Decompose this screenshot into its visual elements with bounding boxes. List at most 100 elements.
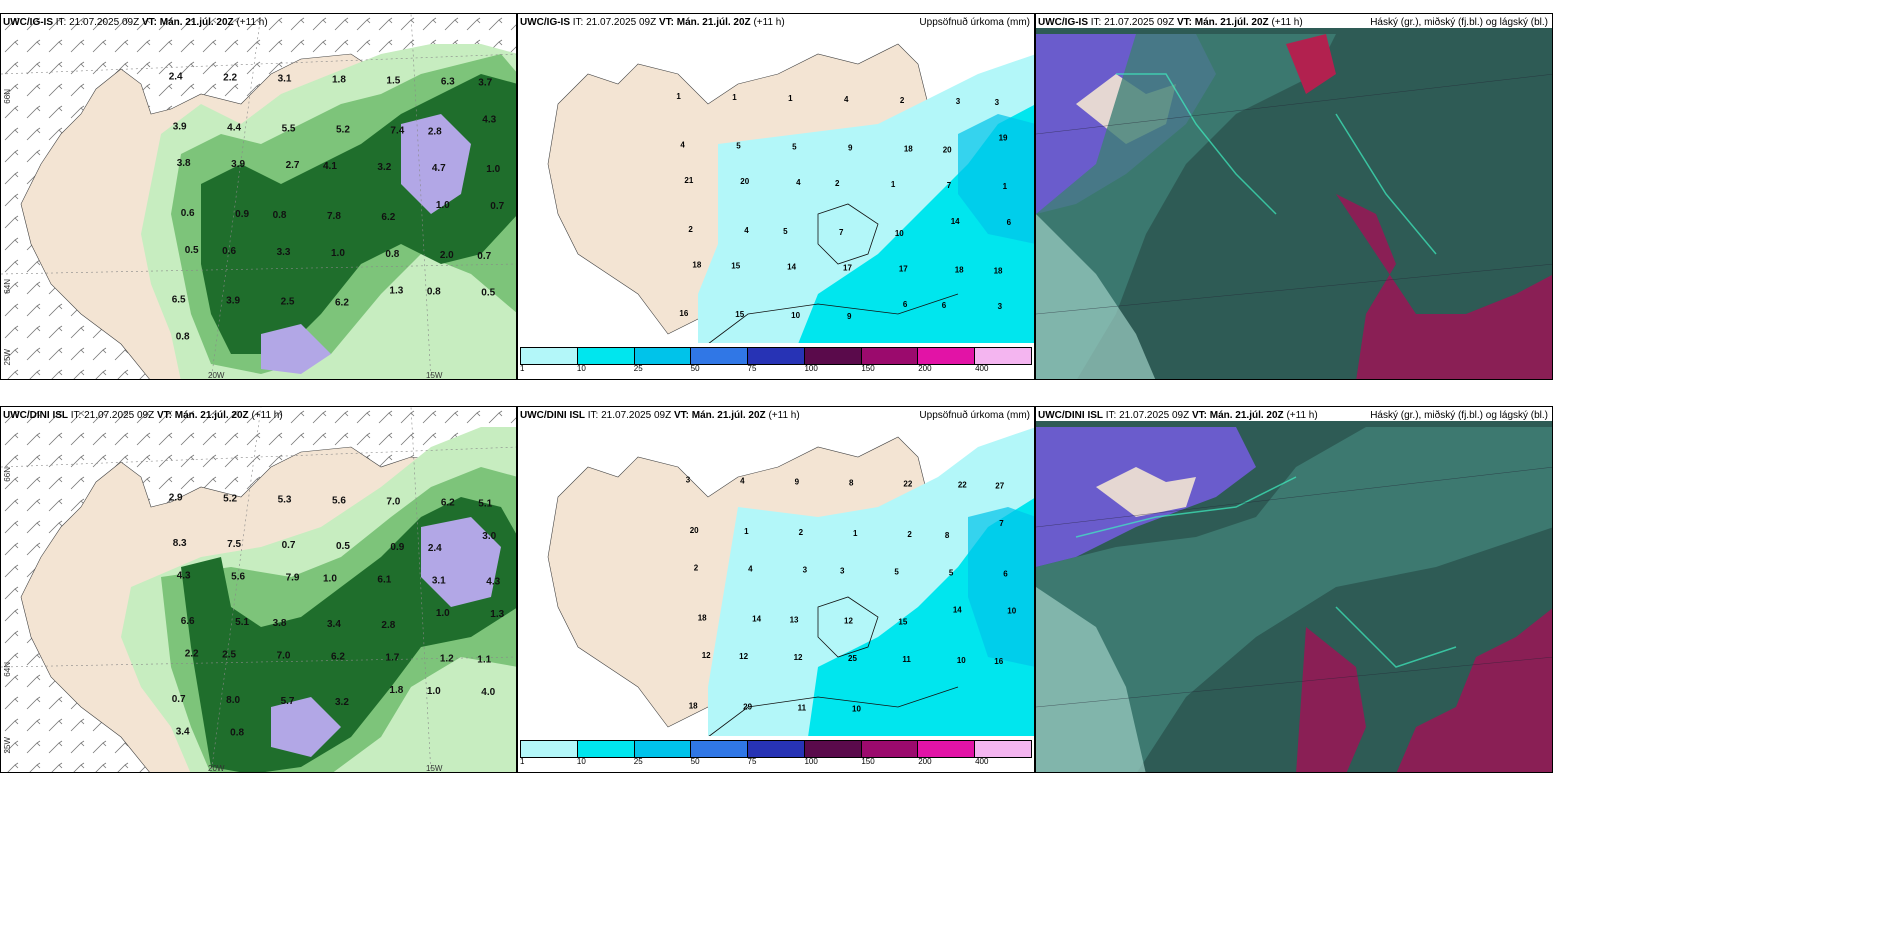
value-label: 3: [803, 565, 808, 574]
colorbar-label: 150: [861, 757, 875, 766]
value-label: 12: [702, 651, 711, 660]
panel-header: UWC/IG-IS IT: 21.07.2025 09Z VT: Mán. 21…: [3, 17, 268, 28]
value-label: 0.5: [481, 288, 495, 299]
panel-header: UWC/DINI ISL IT: 21.07.2025 09Z VT: Mán.…: [520, 410, 800, 421]
colorbar-label: 1: [520, 757, 525, 766]
value-label: 9: [795, 478, 800, 487]
colorbar-swatch: [577, 741, 635, 757]
precip-map: [1, 14, 516, 379]
value-label: 14: [752, 615, 761, 624]
panel-dini-precip: UWC/DINI ISL IT: 21.07.2025 09Z VT: Mán.…: [0, 406, 517, 773]
value-label: 6: [1003, 569, 1008, 578]
colorbar: 1 10 25 50 75 100 150 200 400: [518, 736, 1034, 772]
colorbar-labels: 1 10 25 50 75 100 150 200 400: [520, 364, 1032, 376]
value-label: 2: [799, 528, 804, 537]
value-label: 1.3: [389, 286, 403, 297]
value-label: 20: [690, 526, 699, 535]
value-label: 1: [732, 93, 737, 102]
colorbar: 1 10 25 50 75 100 150 200 400: [518, 343, 1034, 379]
value-label: 3.9: [226, 296, 240, 307]
low-cloud-light: [1036, 587, 1146, 772]
panel-title: Háský (gr.), miðský (fj.bl.) og lágský (…: [1370, 17, 1548, 28]
colorbar-boxes: [520, 347, 1032, 365]
precip-extreme-2: [271, 697, 341, 757]
value-label: 1: [1003, 182, 1008, 191]
mid-cloud-teal: [1036, 427, 1552, 772]
value-label: 0.8: [176, 332, 190, 343]
panel-ig-precip: UWC/IG-IS IT: 21.07.2025 09Z VT: Mán. 21…: [0, 13, 517, 380]
colorbar-swatch: [975, 348, 1032, 364]
value-label: 10: [957, 656, 966, 665]
value-label: 3: [998, 302, 1003, 311]
colorbar-label: 25: [633, 757, 643, 766]
panel-title: Uppsöfnuð úrkoma (mm): [919, 17, 1030, 28]
value-label: 1.0: [486, 164, 500, 175]
lon-label-20: 20W: [208, 371, 225, 380]
precip-map: [1, 407, 516, 772]
value-label: 6.1: [377, 574, 391, 585]
mid-cloud-teal: [1036, 34, 1336, 379]
value-label: 6.2: [381, 212, 395, 223]
value-label: 4.4: [227, 122, 241, 133]
value-label: 5: [736, 142, 741, 151]
value-label: 16: [679, 309, 688, 318]
colorbar-label: 150: [861, 364, 875, 373]
value-label: 3.4: [327, 619, 341, 630]
value-label: 3.0: [482, 531, 496, 542]
colorbar-swatch: [691, 741, 749, 757]
value-label: 1.1: [477, 655, 491, 666]
value-label: 18: [955, 266, 964, 275]
colorbar-swatch: [918, 348, 976, 364]
colorbar-label: 100: [804, 364, 818, 373]
precip-values-layer: 2.4 2.2 3.1 1.8 1.5 6.3 3.7 3.9 4.4 5.5 5.2 7.4 2.8 4…: [169, 71, 505, 343]
value-label: 12: [794, 653, 803, 662]
lon-label-25: 25W: [3, 737, 12, 754]
value-label: 2.0: [440, 250, 454, 261]
value-label: 4: [740, 477, 745, 486]
value-label: 5: [792, 143, 797, 152]
value-label: 8.0: [226, 695, 240, 706]
value-label: 9: [847, 312, 852, 321]
value-label: 14: [787, 263, 796, 272]
value-label: 17: [899, 265, 908, 274]
value-label: 5.2: [336, 124, 350, 135]
low-cloud-light: [1036, 214, 1156, 379]
value-label: 6.3: [441, 76, 455, 87]
colorbar-label: 50: [690, 757, 700, 766]
value-label: 18: [994, 267, 1003, 276]
lat-label-64: 64N: [3, 662, 12, 677]
panel-header: UWC/IG-IS IT: 21.07.2025 09Z VT: Mán. 21…: [1038, 17, 1303, 28]
value-label: 7: [947, 181, 952, 190]
precip-extreme-2: [261, 324, 331, 374]
value-label: 3.2: [377, 162, 391, 173]
accum-map: [547, 427, 1034, 738]
value-label: 10: [895, 229, 904, 238]
value-label: 1.0: [436, 608, 450, 619]
value-label: 27: [995, 482, 1004, 491]
high-cloud-red: [1296, 608, 1552, 772]
value-label: 3: [840, 566, 845, 575]
value-label: 4: [748, 564, 753, 573]
value-label: 5.3: [278, 494, 292, 505]
colorbar-swatch: [861, 741, 919, 757]
value-label: 1: [788, 94, 793, 103]
value-label: 1: [676, 92, 681, 101]
colorbar-label: 10: [576, 757, 586, 766]
value-label: 3.8: [273, 618, 287, 629]
value-label: 2.7: [286, 160, 300, 171]
value-label: 7: [839, 228, 844, 237]
value-label: 12: [844, 617, 853, 626]
value-label: 4.3: [177, 570, 191, 581]
value-label: 3.9: [173, 121, 187, 132]
lon-label-15: 15W: [426, 371, 443, 380]
colorbar-swatch: [748, 348, 805, 364]
value-label: 10: [1007, 607, 1016, 616]
colorbar-label: 75: [747, 364, 757, 373]
value-label: 6: [1007, 218, 1012, 227]
value-label: 4.3: [486, 576, 500, 587]
accum-coast: [968, 507, 1034, 667]
accum-coast: [958, 114, 1034, 244]
value-label: 0.8: [273, 210, 287, 221]
value-label: 7.8: [327, 211, 341, 222]
